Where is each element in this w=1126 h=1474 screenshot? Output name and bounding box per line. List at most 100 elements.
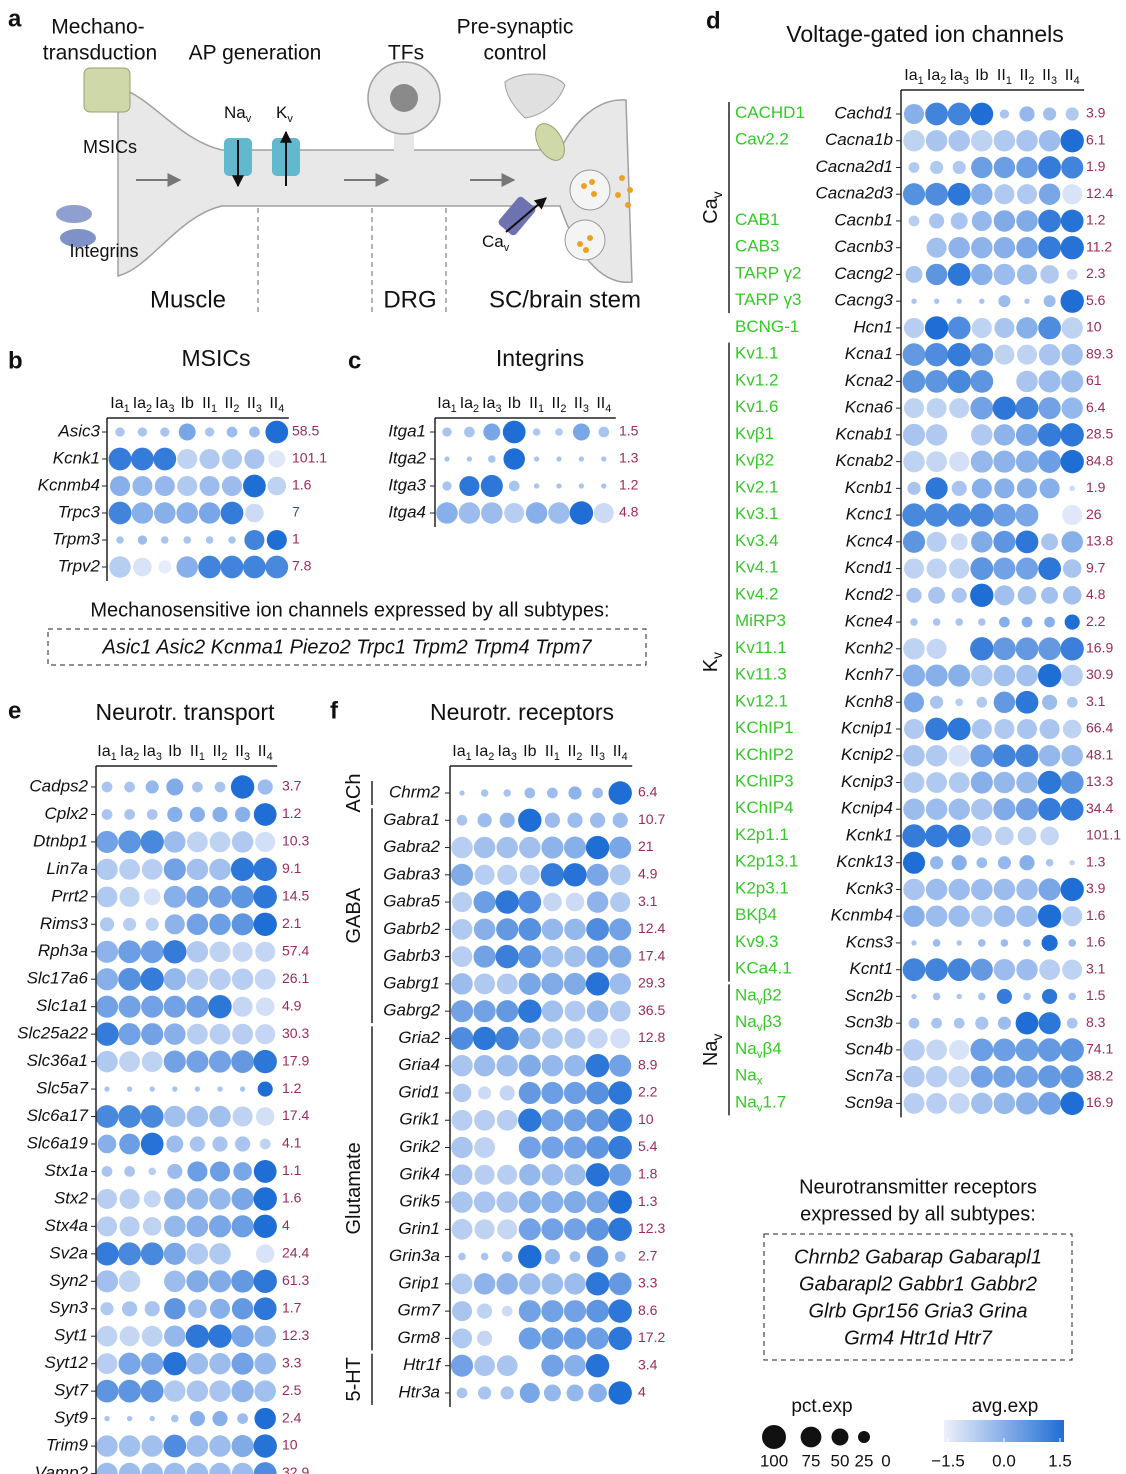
dot [96,968,118,990]
dot [1038,905,1061,928]
label: MSICs [83,137,137,157]
protein-label: TARP γ2 [735,264,801,283]
dot [163,940,186,963]
subscript: v [710,1034,725,1041]
protein-label: Kvβ1 [735,424,774,443]
dot [452,946,473,967]
dot [496,918,518,940]
dot [243,556,266,579]
dot [442,481,451,490]
gene-label: Kcnb1 [845,478,893,497]
subscript: 1 [211,403,217,415]
legend-tick-label: 25 [855,1451,874,1470]
dot [132,476,152,496]
dot [927,238,947,258]
dot [212,1136,227,1151]
legend-tick-label: 0.0 [992,1451,1016,1470]
dot [1038,664,1061,687]
gene-label: Slc6a17 [27,1106,89,1125]
dot [925,183,948,206]
max-value: 4.8 [1086,586,1106,602]
text-part: KChIP3 [735,772,794,791]
gene-label: Sv2a [49,1243,88,1262]
dot [496,1273,517,1294]
dot [541,1136,563,1158]
protein-label: CAB1 [735,210,779,229]
gene-label: Syn2 [49,1271,88,1290]
text-part: II [247,395,256,412]
dot [190,807,205,822]
dot [474,837,495,858]
gene-label: Slc5a7 [36,1079,89,1098]
label: DRG [383,286,436,313]
dot [210,1161,230,1181]
dot [120,1326,140,1346]
dot [205,427,214,436]
group-label: Glutamate [343,1142,365,1234]
dot [233,942,253,962]
gene-label: Kcns3 [846,932,894,951]
gene-label: Vamp2 [35,1463,89,1474]
dot [209,1215,231,1237]
dot [232,1298,253,1319]
dot [949,398,969,418]
subscript: 1 [918,75,924,87]
dot [586,1272,609,1295]
column-label: Ia3 [482,395,501,415]
dot [971,424,992,445]
subscript: 3 [256,403,262,415]
dot [610,1001,631,1022]
dot [254,1380,275,1401]
column-label: Ia2 [133,395,152,415]
gene-label: Kcnc4 [846,531,893,550]
dot [142,859,163,880]
text-part: TARP γ2 [735,264,801,283]
dot [542,1028,563,1049]
dot [904,1093,925,1114]
text-part: Ib [523,743,536,760]
dot [526,502,547,523]
caption: expressed by all subtypes: [800,1203,1036,1225]
subscript: 1 [1006,75,1012,87]
subscript: 2 [221,751,227,763]
max-value: 3.7 [282,778,302,794]
dot [163,1352,186,1375]
dot [254,1187,277,1210]
dot [118,968,141,991]
max-value: 2.2 [638,1084,658,1100]
dot [911,994,916,999]
subscript: 1 [124,403,130,415]
subscript: 4 [278,403,284,415]
max-value: 1.9 [1086,158,1106,174]
dot [564,1355,585,1376]
text-part: ACh [343,774,365,813]
text-part: Na [735,1066,757,1085]
gene-label: Hcn1 [853,317,893,336]
dot [451,1137,472,1158]
text-part: II [213,743,222,760]
text-part: Ca [482,232,504,251]
text-part: Ia [460,395,473,412]
dot [1038,771,1061,794]
dot [930,696,943,709]
dot [994,905,1015,926]
dot [122,1301,137,1316]
dot [904,719,924,739]
dot [150,1416,155,1421]
dot [255,832,275,852]
dot [176,556,197,577]
gene-label: Slc17a6 [27,969,89,988]
dot [256,1245,275,1264]
dot [948,825,971,848]
dot [586,1082,609,1105]
chart-title: Voltage-gated ion channels [786,21,1064,47]
text-part: Glutamate [343,1142,365,1234]
dot [933,993,941,1001]
dot [260,1139,271,1150]
text-part: II [545,743,554,760]
dot [500,813,515,828]
protein-label: KChIP3 [735,772,794,791]
dot [587,1327,609,1349]
max-value: 101.1 [292,450,327,466]
dot [903,745,924,766]
